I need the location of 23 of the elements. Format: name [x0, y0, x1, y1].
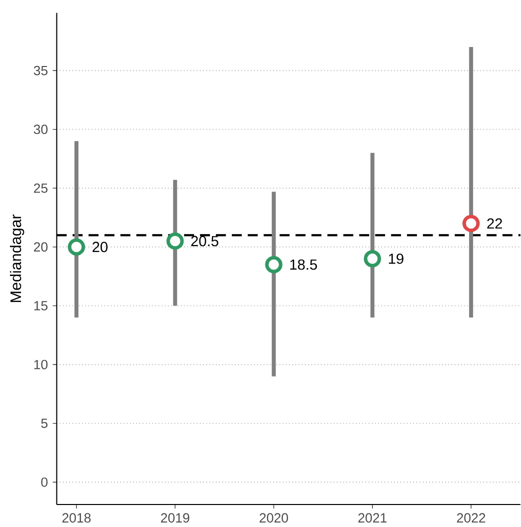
y-tick-label: 25: [34, 183, 48, 193]
x-tick-label: 2020: [259, 513, 288, 523]
y-tick-label: 35: [34, 66, 48, 76]
x-tick-label: 2022: [456, 513, 485, 523]
y-axis-title: Mediandagar: [10, 214, 24, 302]
data-label: 22: [486, 218, 502, 229]
data-label: 20: [92, 242, 108, 252]
x-tick-label: 2018: [62, 513, 90, 523]
x-tick-label: 2021: [358, 513, 386, 523]
point: [68, 238, 85, 256]
point: [364, 250, 381, 268]
data-label: 19: [388, 254, 404, 264]
y-tick-label: 30: [34, 124, 48, 134]
point: [264, 256, 282, 274]
y-tick-label: 10: [34, 360, 48, 370]
y-tick-label: 0: [40, 477, 48, 487]
y-tick-label: 20: [34, 242, 48, 252]
y-tick-label: 5: [40, 418, 48, 428]
data-label: 20.5: [191, 236, 218, 246]
x-tick-label: 2019: [160, 513, 190, 523]
data-label: 18.5: [290, 259, 317, 270]
point: [166, 232, 184, 250]
y-tick-label: 15: [34, 301, 48, 310]
